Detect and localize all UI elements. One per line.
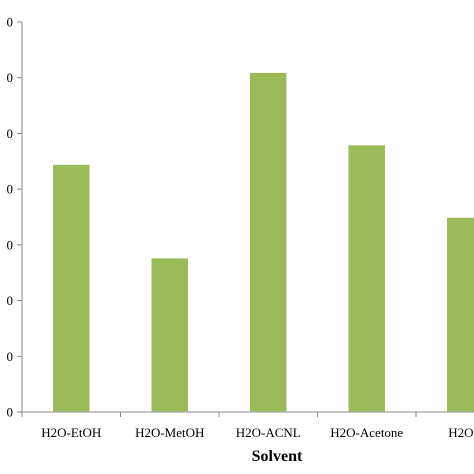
x-tick-label: H2O-I: [448, 425, 474, 440]
x-tick-label: H2O-MetOH: [135, 425, 204, 440]
x-tick-label: H2O-Acetone: [330, 425, 403, 440]
bars-layer: [51, 71, 474, 413]
y-tick-label: 0: [7, 349, 14, 364]
y-tick-label: 0: [7, 15, 14, 30]
y-tick-label: 0: [7, 293, 14, 308]
y-ticks-layer: 0 0 0 0 0 0 0 0: [7, 15, 22, 420]
y-tick-label: 0: [7, 126, 14, 141]
x-tick-label: H2O-ACNL: [236, 425, 301, 440]
x-tick-label: H2O-EtOH: [41, 425, 101, 440]
bar-h2o-i: [445, 216, 474, 413]
x-axis-title: Solvent: [252, 448, 303, 465]
bar-h2o-etoh: [51, 163, 91, 413]
y-tick-label: 0: [7, 70, 14, 85]
bar-h2o-acnl: [248, 71, 288, 413]
y-tick-label: 0: [7, 405, 14, 420]
bar-h2o-metoh: [150, 256, 190, 413]
y-tick-label: 0: [7, 237, 14, 252]
bar-h2o-acetone: [347, 143, 387, 413]
y-tick-label: 0: [7, 182, 14, 197]
x-ticks-layer: H2O-EtOH H2O-MetOH H2O-ACNL H2O-Acetone H2O-…: [21, 412, 474, 440]
